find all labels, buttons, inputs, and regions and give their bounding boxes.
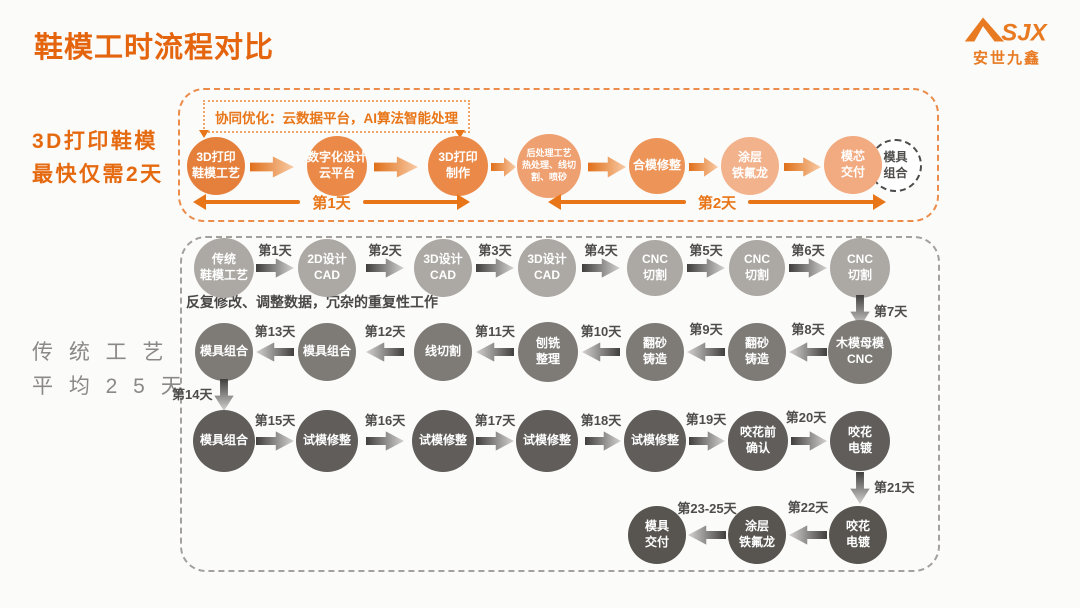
print-side-label: 3D打印鞋模 最快仅需2天: [32, 130, 164, 186]
flow-node: 翻砂 铸造: [626, 323, 684, 381]
day-label: 第19天: [685, 412, 727, 427]
flow-node: 2D设计 CAD: [298, 239, 356, 297]
flow-node: 模具组合: [195, 323, 253, 381]
flow-node: 翻砂 铸造: [728, 323, 786, 381]
day-label: 第21天: [874, 480, 915, 495]
day-label: 第2天: [368, 243, 402, 258]
svg-text:SJX: SJX: [1001, 20, 1048, 44]
flow-node: 试模修整: [412, 410, 474, 472]
day-label: 第6天: [791, 243, 825, 258]
flow-node: CNC 切割: [627, 240, 683, 296]
day2-label: 第2天: [697, 194, 737, 212]
arrowhead-right-icon: [873, 194, 886, 210]
flow-node: 刨铣 整理: [518, 322, 578, 382]
leader-arrow-down-icon: [199, 130, 209, 138]
flow-node: 模具组合: [193, 410, 255, 472]
flow-node: 咬花 电镀: [829, 506, 887, 564]
flow-node: 试模修整: [624, 410, 686, 472]
flow-node: 3D设计 CAD: [518, 239, 576, 297]
traditional-side-label: 传 统 工 艺 平 均 2 5 天: [32, 341, 187, 398]
day-label: 第5天: [689, 243, 723, 258]
flow-node: 3D设计 CAD: [414, 239, 472, 297]
day-label: 第7天: [874, 304, 908, 319]
day-label: 第15天: [254, 413, 296, 428]
arrowhead-left-icon: [193, 194, 206, 210]
collab-note: 协同优化：云数据平台，AI算法智能处理: [203, 100, 470, 133]
page-title: 鞋模工时流程对比: [34, 32, 275, 64]
flow-node: 模芯 交付: [824, 136, 882, 194]
day-label: 第1天: [258, 243, 292, 258]
day-label: 第3天: [478, 243, 512, 258]
flow-node: 涂层 铁氟龙: [728, 506, 786, 564]
asjx-logo-icon: SJX: [964, 17, 1049, 47]
flow-node: 涂层 铁氟龙: [721, 137, 779, 195]
flow-node: 木模母模 CNC: [828, 320, 892, 384]
day-label: 第14天: [172, 387, 213, 402]
day-label: 第4天: [584, 243, 618, 258]
flow-node: 咬花前 确认: [728, 411, 788, 471]
flow-node: 试模修整: [516, 410, 578, 472]
flow-node: 模具组合: [298, 323, 356, 381]
day-label: 第17天: [474, 413, 516, 428]
day-label: 第9天: [689, 322, 723, 337]
day1-label: 第1天: [312, 194, 351, 212]
brand-logo: SJX 安世九鑫: [952, 14, 1062, 68]
day-label: 第16天: [364, 413, 406, 428]
day-label: 第23-25天: [677, 501, 737, 516]
arrowhead-right-icon: [457, 194, 470, 210]
rework-note: 反复修改、调整数据，冗杂的重复性工作: [186, 294, 438, 310]
brand-name: 安世九鑫: [972, 50, 1041, 67]
day-label: 第8天: [791, 322, 825, 337]
day-label: 第22天: [787, 500, 829, 515]
day-label: 第11天: [475, 324, 515, 339]
day2-span-arrow: 第2天: [548, 194, 886, 212]
flow-node: 数字化设计 云平台: [307, 136, 367, 196]
day-label: 第12天: [364, 324, 406, 339]
day-label: 第20天: [785, 410, 827, 425]
flow-node: 3D打印 制作: [428, 136, 488, 196]
flow-node: 后处理工艺 热处理、线切割、喷砂: [517, 134, 581, 198]
day1-span-arrow: 第1天: [193, 194, 470, 212]
flow-node: 试模修整: [296, 410, 358, 472]
flow-node: 传统 鞋模工艺: [194, 238, 254, 298]
day-label: 第18天: [580, 413, 622, 428]
flow-node: 3D打印 鞋模工艺: [187, 137, 245, 195]
flow-node: CNC 切割: [830, 238, 890, 298]
flow-node: 线切割: [414, 323, 472, 381]
print-section-box: [178, 88, 939, 222]
traditional-section-box: [180, 236, 940, 572]
arrowhead-left-icon: [548, 194, 561, 210]
flow-node: 合模修整: [629, 138, 685, 194]
leader-arrow-down-icon: [455, 130, 465, 138]
day-label: 第10天: [580, 324, 622, 339]
day-label: 第13天: [254, 324, 296, 339]
flow-node: 模具 交付: [628, 506, 686, 564]
flow-node: CNC 切割: [729, 240, 785, 296]
flow-node: 咬花 电镀: [830, 411, 890, 471]
